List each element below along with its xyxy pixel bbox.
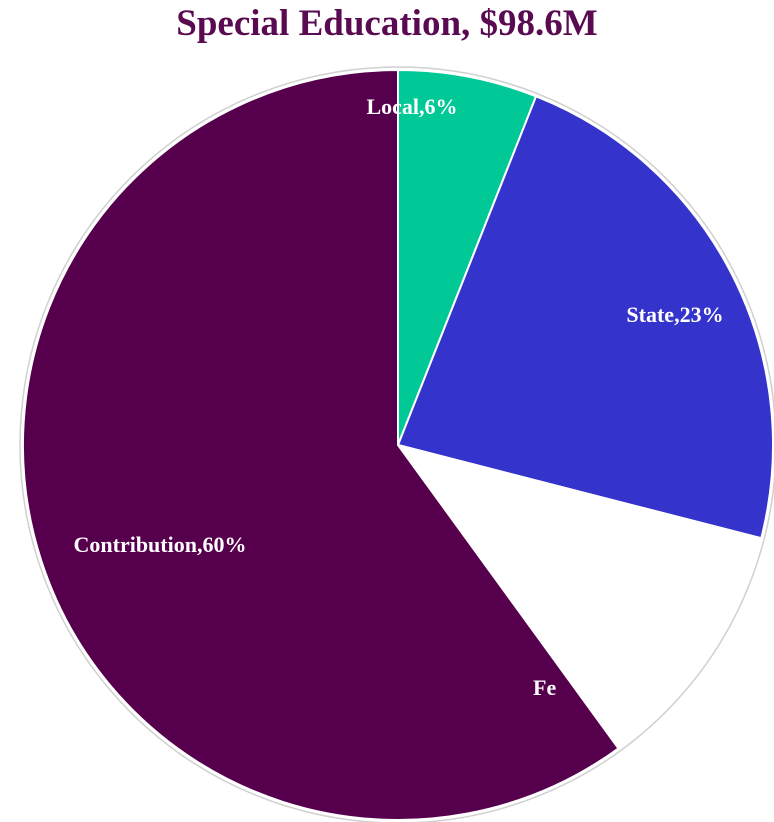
slice-label-federal: Fe — [533, 675, 556, 700]
pie-slice-federal — [395, 443, 763, 750]
slice-label-local: Local,6% — [366, 94, 457, 119]
pie-labels: Local,6% State,23% Fe Contribution,60% — [74, 94, 724, 700]
slice-label-state: State,23% — [626, 302, 723, 327]
pie-slice-local — [397, 68, 538, 446]
chart-title: Special Education, $98.6M — [176, 3, 598, 44]
pie-slices — [22, 68, 774, 821]
pie-slice-state — [396, 95, 774, 540]
slice-label-contribution: Contribution,60% — [74, 532, 247, 557]
pie-slice-contribution — [22, 68, 620, 821]
